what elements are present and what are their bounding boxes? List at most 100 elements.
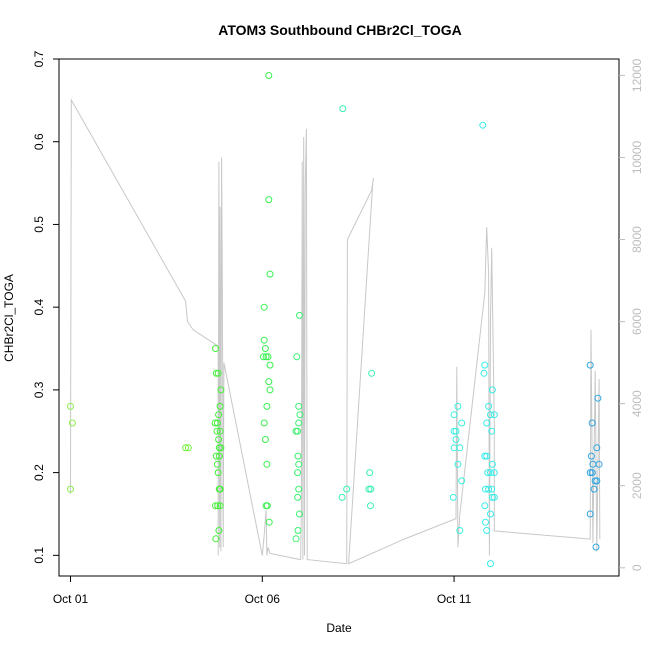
data-point [593, 477, 601, 485]
data-point [594, 394, 602, 402]
data-point [490, 411, 498, 419]
data-point [212, 345, 219, 352]
data-point [487, 411, 494, 419]
x-tick-label: Oct 06 [245, 592, 281, 606]
data-point [490, 493, 498, 501]
data-point [586, 510, 594, 518]
y2-axis: 0 2000 4000 6000 8000 10000 12000 [619, 58, 644, 571]
data-point [587, 452, 595, 460]
y-tick-label: 0.3 [32, 381, 46, 398]
data-point [216, 402, 224, 410]
data-point [450, 411, 458, 419]
data-point [449, 493, 457, 501]
data-point [294, 527, 302, 534]
data-point [266, 270, 274, 278]
data-point [588, 469, 596, 477]
data-point [212, 502, 219, 510]
data-point [454, 460, 462, 468]
data-point [212, 369, 220, 377]
chart-title: ATOM3 Southbound CHBr2Cl_TOGA [218, 22, 461, 38]
data-point [215, 485, 223, 493]
x-tick-label: Oct 11 [437, 592, 472, 606]
data-point [595, 460, 603, 468]
data-point [216, 427, 224, 435]
data-point [339, 105, 347, 113]
data-point [485, 402, 493, 410]
data-point [215, 436, 223, 443]
data-point [216, 502, 224, 510]
data-point [488, 460, 496, 468]
data-point [488, 427, 496, 435]
y2-tick-label: 10000 [630, 140, 644, 174]
data-point [263, 402, 271, 410]
data-point [211, 419, 219, 427]
data-point [294, 493, 302, 501]
data-point [592, 543, 600, 551]
data-point [452, 436, 460, 443]
data-point [265, 378, 273, 386]
data-point [217, 386, 225, 394]
data-point [263, 460, 271, 468]
data-point [458, 477, 466, 485]
x-tick-label: Oct 01 [53, 592, 89, 606]
data-point [593, 444, 601, 452]
data-point [296, 510, 303, 518]
data-point [338, 493, 346, 501]
data-point [586, 361, 594, 369]
data-point [365, 485, 373, 493]
data-point [214, 469, 222, 477]
data-point [480, 369, 488, 377]
data-point [67, 485, 74, 493]
data-point [261, 345, 269, 352]
data-point [265, 72, 273, 79]
data-point [481, 502, 489, 510]
data-point [368, 369, 376, 377]
data-point [260, 303, 268, 311]
data-point [68, 419, 76, 427]
data-point [458, 419, 466, 427]
data-point [262, 353, 270, 361]
data-point [343, 485, 351, 493]
data-point [296, 411, 304, 419]
y-tick-label: 0.2 [32, 464, 46, 481]
data-point [213, 427, 221, 435]
data-point [263, 502, 271, 510]
y-tick-label: 0.7 [32, 50, 46, 67]
data-point [261, 436, 269, 443]
y-axis-label: CHBr2Cl_TOGA [2, 274, 16, 362]
data-point [488, 493, 496, 501]
data-point [487, 469, 494, 477]
data-point [482, 518, 489, 526]
right-line-series [70, 98, 601, 565]
data-point [215, 411, 223, 419]
data-point [481, 361, 489, 369]
data-point [450, 444, 458, 452]
data-point [452, 427, 460, 435]
data-point [485, 485, 493, 493]
data-point [213, 460, 221, 468]
data-point [212, 452, 220, 460]
data-point [215, 452, 223, 460]
data-point [487, 510, 494, 518]
series-line [70, 98, 601, 565]
data-point [490, 469, 498, 477]
data-point [295, 402, 303, 410]
data-point [184, 444, 192, 452]
data-point [367, 502, 374, 510]
data-point [479, 121, 487, 129]
data-point [296, 311, 303, 319]
data-point [366, 469, 374, 477]
y2-tick-label: 0 [630, 564, 644, 571]
data-point [454, 402, 462, 410]
data-point [259, 353, 267, 361]
data-point [294, 469, 302, 477]
data-point [483, 452, 491, 460]
data-point [266, 361, 274, 369]
data-point [295, 485, 303, 493]
y2-tick-label: 12000 [630, 58, 644, 92]
x-axis-label: Date [326, 621, 352, 635]
plot-frame [58, 58, 620, 577]
data-point [265, 518, 273, 526]
data-point [590, 485, 598, 493]
